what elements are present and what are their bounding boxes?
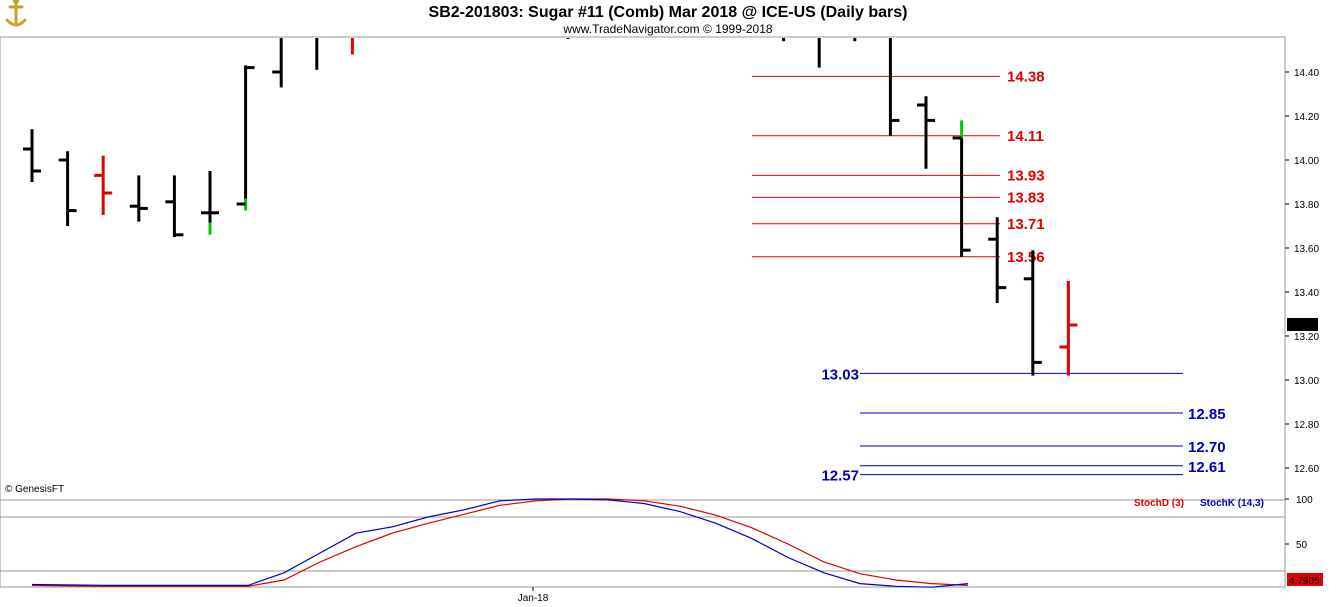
resistance-label: 13.93 xyxy=(1007,167,1045,184)
ohlc-bar xyxy=(988,217,1007,303)
chart-title: SB2-201803: Sugar #11 (Comb) Mar 2018 @ … xyxy=(429,4,908,21)
support-label: 12.61 xyxy=(1188,459,1226,476)
resistance-label: 13.56 xyxy=(1007,249,1045,266)
ohlc-bar xyxy=(952,120,971,257)
resistance-label: 14.38 xyxy=(1007,68,1045,85)
stoch-series-line xyxy=(31,498,969,587)
price-tick-label: 13.80 xyxy=(1294,200,1319,211)
x-axis: Jan-18 xyxy=(518,587,549,604)
stoch-value-label: 4.7905 xyxy=(1289,576,1320,587)
last-price-box xyxy=(1287,318,1318,331)
last-price-marker: 13.25 xyxy=(1287,318,1318,332)
legend-stochk: StochK (14,3) xyxy=(1200,498,1264,509)
x-tick-label: Jan-18 xyxy=(518,593,549,604)
ohlc-bar xyxy=(129,175,148,222)
ohlc-bar xyxy=(23,129,41,182)
ohlc-bar xyxy=(94,155,113,215)
price-tick-label: 13.40 xyxy=(1294,288,1319,299)
support-label: 12.70 xyxy=(1188,439,1226,456)
copyright-label: © GenesisFT xyxy=(5,484,64,495)
price-tick-label: 13.60 xyxy=(1294,244,1319,255)
chart-subtitle: www.TradeNavigator.com © 1999-2018 xyxy=(562,22,772,36)
stoch-axis: 100 50 4.7905 xyxy=(0,495,1323,587)
ohlc-bar xyxy=(201,171,219,235)
price-levels: 14.38 14.11 13.93 13.83 13.71 13.56 13.03 12.85… xyxy=(752,68,1226,485)
ohlc-bar xyxy=(1023,250,1042,376)
ohlc-bar xyxy=(888,38,900,136)
stoch-tick-label: 50 xyxy=(1296,540,1308,551)
ohlc-bar xyxy=(58,151,77,226)
anchor-logo-icon xyxy=(5,0,27,27)
support-label: 12.57 xyxy=(821,468,859,485)
price-bars xyxy=(23,38,1078,376)
resistance-label: 13.71 xyxy=(1007,216,1045,233)
resistance-label: 14.11 xyxy=(1007,128,1044,145)
ohlc-bar xyxy=(917,96,935,169)
price-tick-label: 13.20 xyxy=(1294,332,1319,343)
stoch-tick-label: 100 xyxy=(1296,495,1313,506)
stoch-lines xyxy=(31,498,969,588)
support-label: 13.03 xyxy=(821,366,859,383)
ohlc-bar xyxy=(272,38,283,88)
ohlc-bar xyxy=(165,175,184,237)
legend-stochd: StochD (3) xyxy=(1134,498,1184,509)
plot-border xyxy=(0,36,1286,588)
price-tick-label: 12.60 xyxy=(1294,464,1319,475)
price-tick-label: 12.80 xyxy=(1294,420,1319,431)
last-price-label: 13.25 xyxy=(1289,321,1314,332)
stoch-legend: StochD (3) StochK (14,3) xyxy=(1134,498,1264,509)
support-label: 12.85 xyxy=(1188,406,1226,423)
price-tick-label: 14.40 xyxy=(1294,68,1319,79)
price-axis: 14.40 14.20 14.00 13.80 13.60 13.40 13.20 13.00… xyxy=(1285,68,1319,475)
price-tick-label: 13.00 xyxy=(1294,376,1319,387)
stoch-value-box xyxy=(1287,573,1323,586)
ohlc-bar xyxy=(236,65,255,211)
ohlc-bar xyxy=(1059,281,1078,376)
price-tick-label: 14.20 xyxy=(1294,112,1319,123)
stoch-series-line xyxy=(31,498,969,588)
resistance-label: 13.83 xyxy=(1007,189,1045,206)
price-tick-label: 14.00 xyxy=(1294,156,1319,167)
